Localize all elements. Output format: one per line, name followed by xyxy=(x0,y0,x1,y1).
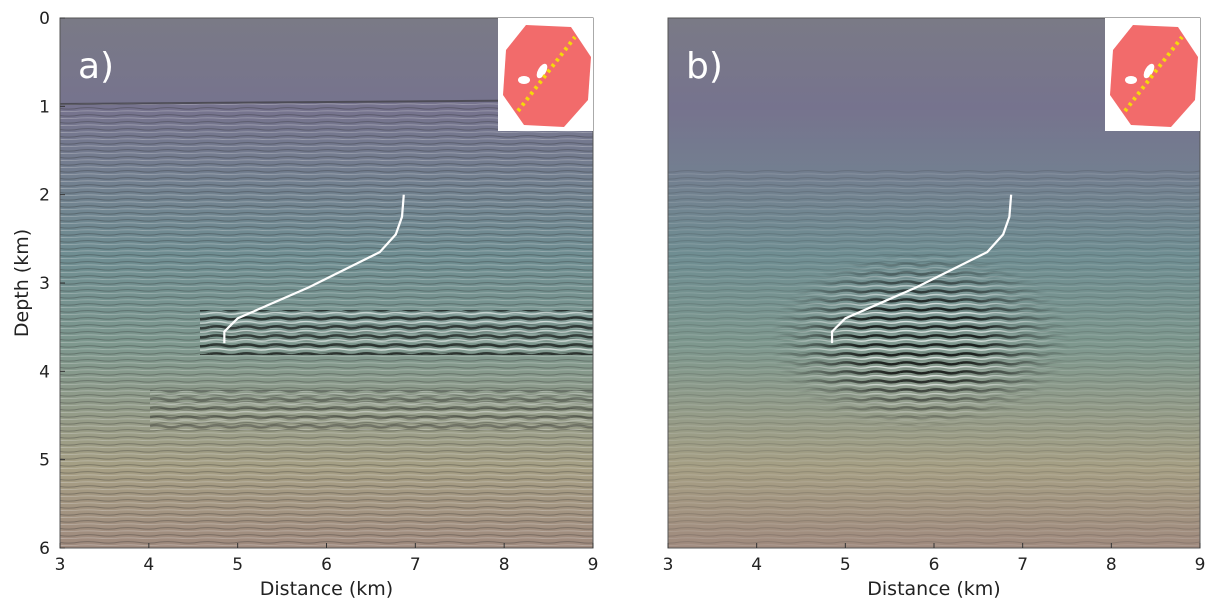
reflector-zone xyxy=(150,390,593,430)
x-tick-label: 4 xyxy=(751,555,762,575)
reflector-zone xyxy=(760,240,1080,440)
y-tick-label: 5 xyxy=(39,451,50,471)
reflector-zone xyxy=(200,310,593,355)
x-tick-label: 6 xyxy=(929,555,940,575)
well-trajectory xyxy=(830,194,1013,344)
panel-label: a) xyxy=(78,46,114,87)
panel: 3 4 5 6 7 8 9 0 1 2 3 4 5 6 Distance (km) Depth (km) a) xyxy=(11,9,598,600)
x-tick-label: 7 xyxy=(1017,555,1028,575)
x-tick-label: 9 xyxy=(588,555,599,575)
panel-label: b) xyxy=(686,46,723,87)
inset-map-feature xyxy=(518,76,530,84)
inset-map-section xyxy=(1123,35,1184,113)
x-tick-label: 3 xyxy=(663,555,674,575)
x-tick-label: 5 xyxy=(840,555,851,575)
y-tick-label: 3 xyxy=(39,274,50,294)
y-tick-label: 2 xyxy=(39,186,50,206)
x-axis-label: Distance (km) xyxy=(260,578,393,600)
inset-map-area xyxy=(503,25,591,127)
x-tick-label: 8 xyxy=(1106,555,1117,575)
x-tick-label: 4 xyxy=(143,555,154,575)
x-tick-label: 6 xyxy=(321,555,332,575)
y-tick-label: 0 xyxy=(39,9,50,29)
y-axis-label: Depth (km) xyxy=(11,229,33,337)
x-tick-label: 7 xyxy=(410,555,421,575)
inset-map-feature xyxy=(536,63,548,79)
y-tick-label: 4 xyxy=(39,362,50,382)
x-tick-label: 5 xyxy=(232,555,243,575)
y-tick-label: 6 xyxy=(39,539,50,559)
inset-map-section xyxy=(516,35,577,113)
panel: 3 4 5 6 7 8 9 Distance (km) b) xyxy=(663,17,1206,600)
well-trajectory xyxy=(223,194,405,344)
x-tick-label: 3 xyxy=(55,555,66,575)
x-axis-label: Distance (km) xyxy=(867,578,1000,600)
x-tick-label: 9 xyxy=(1195,555,1206,575)
inset-map-area xyxy=(1110,25,1198,127)
inset-map-feature xyxy=(1125,76,1137,84)
x-tick-label: 8 xyxy=(499,555,510,575)
y-tick-label: 1 xyxy=(39,97,50,117)
inset-map-feature xyxy=(1143,63,1155,79)
